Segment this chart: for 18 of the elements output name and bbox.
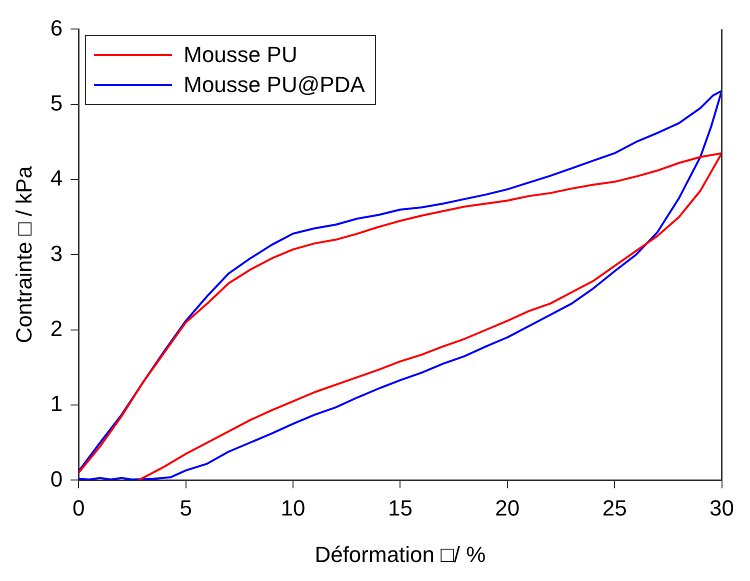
y-tick-label: 0 <box>50 466 63 492</box>
legend-label: Mousse PU <box>184 41 298 70</box>
y-tick-label: 6 <box>50 15 63 40</box>
y-tick-label: 5 <box>50 90 63 116</box>
y-tick-label: 2 <box>50 316 63 341</box>
x-tick-label: 10 <box>280 495 306 520</box>
y-tick-label: 4 <box>50 166 63 191</box>
x-tick-label: 0 <box>72 495 85 520</box>
legend-label: Mousse PU@PDA <box>184 71 365 100</box>
x-tick-label: 25 <box>602 495 627 520</box>
x-axis-title: Déformation □/ % <box>314 542 486 567</box>
x-tick-label: 20 <box>495 495 520 520</box>
y-tick-label: 3 <box>50 240 63 266</box>
x-tick-label: 30 <box>710 495 734 520</box>
y-axis-title: Contrainte □ / kPa <box>11 165 36 344</box>
x-tick-label: 5 <box>180 495 192 520</box>
y-tick-label: 1 <box>50 391 63 416</box>
x-tick-label: 15 <box>388 495 412 520</box>
